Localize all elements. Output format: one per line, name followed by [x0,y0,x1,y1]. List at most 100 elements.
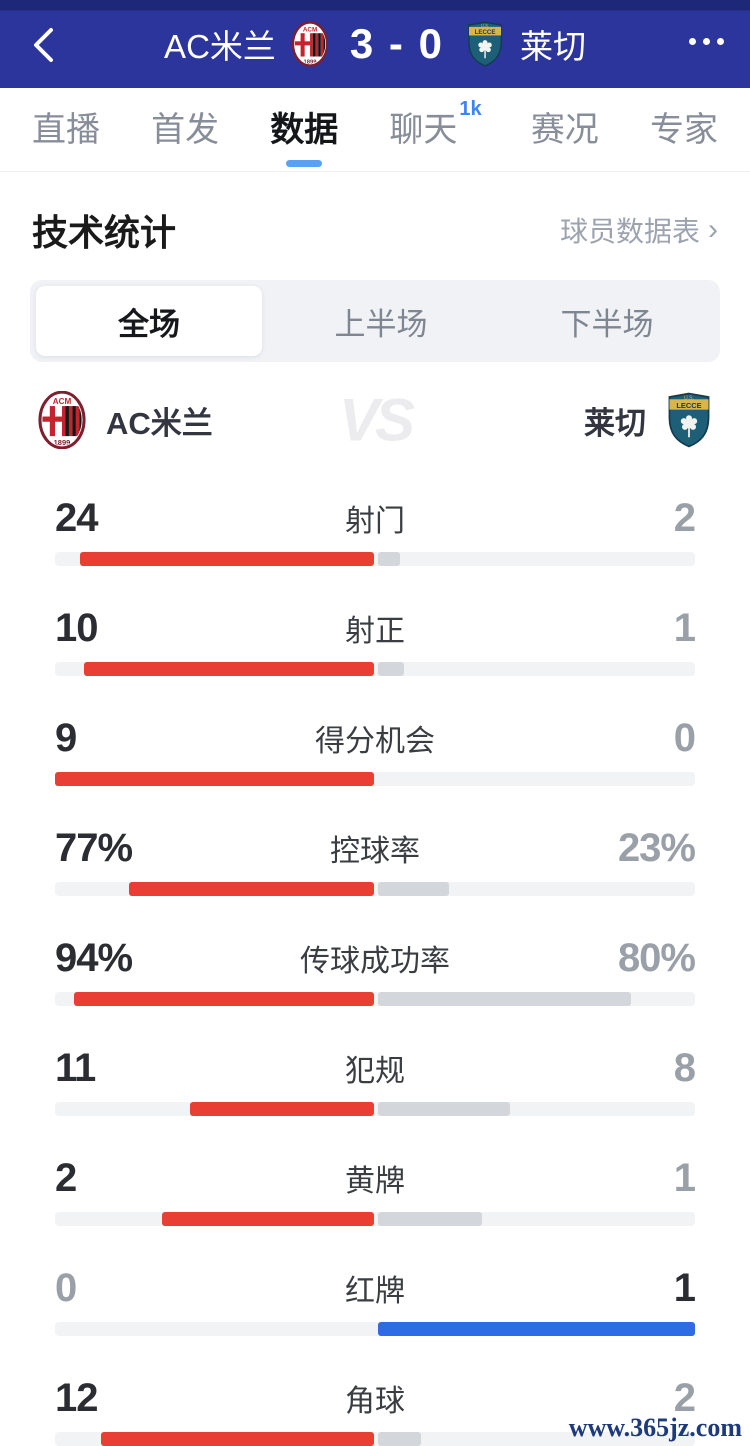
stat-bar-track [55,1212,695,1226]
home-stat-value: 94% [55,935,133,980]
home-stat-bar [189,1102,374,1116]
acmilan-logo-icon: ACM 1899 [291,21,328,67]
stat-row-红牌: 0 红牌 1 [55,1264,696,1336]
away-stat-value: 23% [617,825,696,870]
away-stat-value: 1 [673,605,696,650]
home-team-name: AC米兰 [106,405,213,441]
stat-row-射正: 10 射正 1 [55,604,696,676]
stat-label: 角球 [345,1385,405,1418]
away-stat-bar [378,1432,421,1446]
tab-直播[interactable]: 直播 [32,111,100,149]
stat-bar-track [55,552,695,566]
period-segment-下半场[interactable]: 下半场 [560,306,654,342]
away-stat-bar [378,992,631,1006]
period-segment-上半场[interactable]: 上半场 [334,306,428,342]
site-watermark: www.365jz.com [568,1413,742,1442]
svg-text:LECCE: LECCE [676,401,701,410]
away-stat-bar [378,552,400,566]
header-scoreline: AC米兰 ACM 1899 3 - 0 LECC [164,0,586,88]
active-tab-underline [286,160,323,167]
svg-text:ACM: ACM [303,26,317,33]
svg-text:U.S.: U.S. [481,23,489,28]
tab-数据[interactable]: 数据 [270,88,338,171]
lecce-logo-icon: LECCE U.S. [468,21,502,67]
home-stat-bar [55,772,374,786]
away-stat-value: 80% [617,935,696,980]
home-stat-value: 24 [55,495,98,540]
tab-赛况[interactable]: 赛况 [530,111,599,149]
period-segmented-control: 全场 上半场 下半场 [30,280,720,362]
away-stat-value: 2 [673,1375,696,1420]
stat-bar-track [55,662,695,676]
home-stat-bar [79,552,374,566]
stat-row-得分机会: 9 得分机会 0 [55,714,696,786]
away-stat-value: 8 [673,1045,696,1090]
home-stat-bar [74,992,374,1006]
header-home-team: AC米兰 [164,28,276,65]
tab-聊天[interactable]: 聊天1k [389,97,482,149]
stat-row-黄牌: 2 黄牌 1 [55,1154,696,1226]
acmilan-logo-icon: ACM 1899 [38,391,86,449]
home-team-side: ACM 1899 AC米兰 [38,391,213,449]
away-stat-value: 2 [673,495,696,540]
player-data-link-label: 球员数据表 [559,216,700,247]
stat-row-角球: 12 角球 2 [55,1374,696,1446]
svg-text:1899: 1899 [303,59,317,65]
stat-label: 犯规 [345,1055,405,1088]
away-stat-bar [378,1102,510,1116]
player-data-link[interactable]: 球员数据表 › [560,210,718,250]
stat-label: 射门 [345,505,405,538]
stat-label: 红牌 [345,1275,405,1308]
away-stat-bar [378,1212,482,1226]
away-stat-value: 0 [673,715,696,760]
svg-text:U.S.: U.S. [684,395,694,401]
tab-bar: 直播 首发 数据 聊天1k 赛况 专家 [0,88,750,172]
home-stat-bar [100,1432,374,1446]
chevron-right-icon: › [708,213,718,246]
stat-label: 黄牌 [345,1165,405,1198]
stats-list: 24 射门 2 10 射正 1 9 得分机会 0 77% [0,494,750,1446]
home-stat-bar [128,882,374,896]
home-stat-bar [84,662,374,676]
home-stat-value: 0 [55,1265,77,1310]
home-stat-value: 9 [55,715,77,760]
home-stat-value: 10 [55,605,98,650]
stat-bar-track [55,1102,695,1116]
match-score: 3 - 0 [349,20,444,67]
svg-text:ACM: ACM [53,397,72,406]
svg-text:LECCE: LECCE [475,29,496,36]
stat-bar-track [55,882,695,896]
tab-首发[interactable]: 首发 [151,111,220,149]
svg-text:1899: 1899 [54,438,71,447]
period-segment-全场[interactable]: 全场 [36,286,262,356]
stat-bar-track [55,772,695,786]
stat-label: 控球率 [330,835,420,868]
vs-watermark: VS [338,386,415,454]
back-icon[interactable] [30,27,56,63]
stat-row-传球成功率: 94% 传球成功率 80% [55,934,696,1006]
stat-row-射门: 24 射门 2 [55,494,696,566]
header-away-team: 莱切 [519,28,586,65]
lecce-logo-icon: LECCE U.S. [668,392,710,448]
away-stat-bar [378,882,449,896]
home-stat-value: 12 [55,1375,98,1420]
away-team-side: 莱切 LECCE U.S. [584,392,712,448]
home-stat-value: 11 [55,1045,96,1090]
stat-row-犯规: 11 犯规 8 [55,1044,696,1116]
home-stat-bar [161,1212,374,1226]
home-stat-value: 77% [55,825,133,870]
away-stat-value: 1 [673,1155,696,1200]
away-stat-bar [378,1322,695,1336]
stats-section-header: 技术统计 球员数据表 › [0,204,750,256]
stat-label: 得分机会 [315,725,435,758]
teams-row: ACM 1899 AC米兰 VS 莱切 LECCE U.S. [0,387,750,454]
stat-label: 射正 [345,615,405,648]
stat-row-控球率: 77% 控球率 23% [55,824,696,896]
stat-bar-track [55,1432,695,1446]
away-stat-value: 1 [673,1265,696,1310]
chat-count-badge: 1k [459,97,482,120]
tab-专家[interactable]: 专家 [649,111,718,149]
more-options-icon[interactable] [689,38,724,45]
away-stat-bar [378,662,405,676]
section-title: 技术统计 [32,212,177,253]
